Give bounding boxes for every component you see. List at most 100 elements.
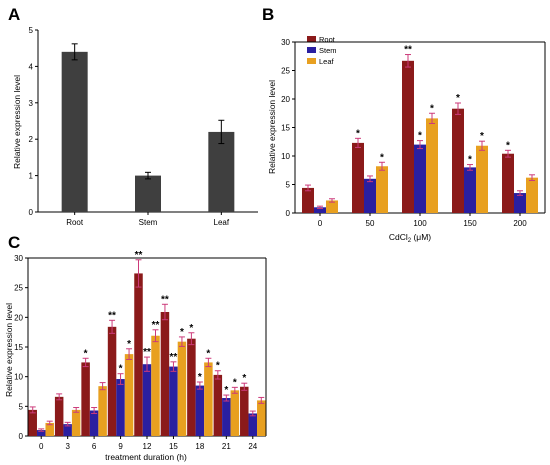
bar xyxy=(240,386,249,436)
bar xyxy=(208,131,235,212)
x-tick-label: 21 xyxy=(222,442,231,451)
x-tick-label: 24 xyxy=(248,442,257,451)
x-tick-label: Root xyxy=(66,218,84,227)
x-tick-label: 3 xyxy=(65,442,70,451)
significance-mark: * xyxy=(456,93,460,104)
bar xyxy=(302,187,314,213)
panel-a-ylabel: Relative expression level xyxy=(12,75,22,169)
bar xyxy=(54,396,64,436)
bar xyxy=(502,153,514,213)
y-tick-label: 15 xyxy=(14,343,23,352)
panel-c-xlabel: treatment duration (h) xyxy=(105,452,187,462)
significance-mark: * xyxy=(430,103,434,114)
bar xyxy=(257,400,266,436)
bar xyxy=(177,341,187,436)
x-tick-label: 15 xyxy=(169,442,178,451)
panel-b-legend: Root Stem Leaf xyxy=(307,35,337,66)
bar xyxy=(376,166,388,213)
significance-mark: * xyxy=(180,327,184,338)
x-tick-label: 12 xyxy=(143,442,152,451)
bar xyxy=(230,390,240,436)
y-tick-label: 0 xyxy=(286,209,291,218)
significance-mark: * xyxy=(119,364,123,375)
bar xyxy=(314,207,326,213)
y-tick-label: 20 xyxy=(14,313,23,322)
bar xyxy=(142,364,152,436)
significance-mark: * xyxy=(216,361,220,372)
legend-leaf-swatch xyxy=(307,58,316,64)
panel-c-ylabel: Relative expression level xyxy=(4,303,14,397)
bar xyxy=(71,409,81,436)
bar xyxy=(160,311,170,436)
bar xyxy=(514,193,526,213)
bar xyxy=(98,386,107,436)
y-tick-label: 10 xyxy=(14,373,23,382)
y-tick-label: 5 xyxy=(29,26,34,35)
bar xyxy=(89,410,99,436)
bar xyxy=(36,430,46,436)
x-tick-label: 100 xyxy=(413,219,427,228)
x-tick-label: 18 xyxy=(195,442,204,451)
bar xyxy=(402,60,414,214)
significance-mark: * xyxy=(506,140,510,151)
significance-mark: ** xyxy=(161,294,169,305)
bar xyxy=(452,108,464,213)
bar xyxy=(204,362,213,436)
bar xyxy=(352,142,364,213)
significance-mark: * xyxy=(233,377,237,388)
panel-b: B Relative expression level CdCl2 (μM) R… xyxy=(262,5,546,244)
significance-mark: ** xyxy=(108,310,116,321)
x-tick-label: 200 xyxy=(513,219,527,228)
legend-root-swatch xyxy=(307,36,316,42)
bar xyxy=(464,167,476,213)
significance-mark: ** xyxy=(143,347,151,358)
bar xyxy=(426,118,438,213)
significance-mark: * xyxy=(84,348,88,359)
y-tick-label: 30 xyxy=(14,254,23,263)
y-tick-label: 2 xyxy=(29,135,34,144)
significance-mark: ** xyxy=(135,250,143,261)
bar xyxy=(134,273,143,436)
bar xyxy=(248,413,258,436)
panel-b-letter: B xyxy=(262,5,274,24)
bar xyxy=(45,422,54,436)
legend-stem-swatch xyxy=(307,47,316,53)
bar xyxy=(81,362,90,436)
bar xyxy=(222,398,231,436)
bar xyxy=(414,144,426,213)
bar xyxy=(28,409,37,436)
y-tick-label: 15 xyxy=(281,124,290,133)
x-tick-label: 0 xyxy=(318,219,323,228)
x-tick-label: 6 xyxy=(92,442,97,451)
y-tick-label: 0 xyxy=(29,208,34,217)
y-tick-label: 1 xyxy=(29,172,34,181)
bar xyxy=(213,374,223,436)
bar xyxy=(326,200,338,213)
bar xyxy=(476,145,488,213)
significance-mark: * xyxy=(242,373,246,384)
y-tick-label: 5 xyxy=(19,402,24,411)
significance-mark: ** xyxy=(152,320,160,331)
bar xyxy=(151,335,160,436)
y-tick-label: 25 xyxy=(281,67,290,76)
significance-mark: * xyxy=(418,131,422,142)
y-tick-label: 10 xyxy=(281,152,290,161)
significance-mark: * xyxy=(224,385,228,396)
panel-b-xlabel-main: CdCl xyxy=(389,232,408,242)
bar xyxy=(135,175,161,212)
panel-c-letter: C xyxy=(8,233,20,252)
significance-mark: ** xyxy=(404,45,412,56)
bar xyxy=(526,177,538,213)
panel-b-xlabel: CdCl2 (μM) xyxy=(389,232,431,244)
y-tick-label: 20 xyxy=(281,95,290,104)
x-tick-label: 50 xyxy=(366,219,375,228)
bar xyxy=(195,385,205,436)
bar xyxy=(169,366,178,436)
y-tick-label: 5 xyxy=(286,181,291,190)
significance-mark: * xyxy=(198,372,202,383)
panel-b-xlabel-unit: (μM) xyxy=(411,232,431,242)
legend-leaf-label: Leaf xyxy=(319,57,335,66)
bar xyxy=(107,326,117,436)
